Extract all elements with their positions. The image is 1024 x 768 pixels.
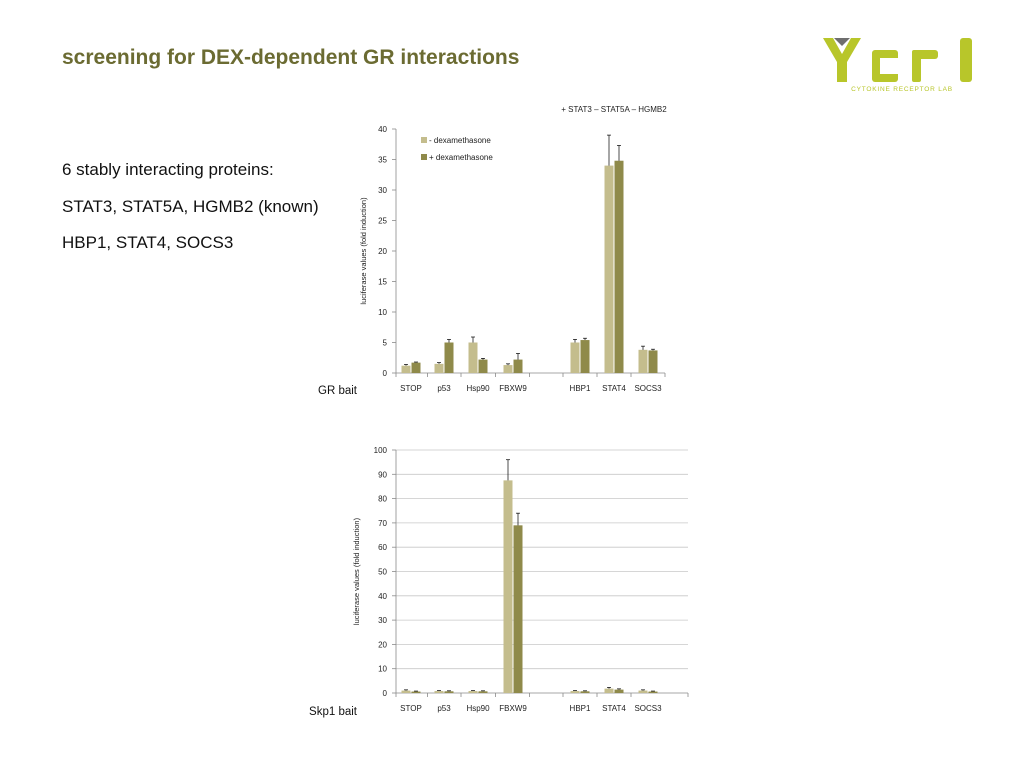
chart2-bar	[614, 689, 624, 693]
chart1-side-label: GR bait	[318, 385, 358, 397]
chart1-bar	[401, 365, 411, 373]
logo-text: CYTOKINE RECEPTOR LAB	[851, 86, 953, 93]
chart2-bar	[648, 691, 658, 693]
chart2-y-axis-label: luciferase values (fold induction)	[352, 517, 361, 625]
chart1-bar	[604, 165, 614, 373]
chart2-bar	[513, 525, 523, 693]
logo-bar-mark	[960, 38, 972, 82]
chart2-y-tick-label: 40	[378, 592, 387, 601]
chart2-bar	[503, 480, 513, 693]
chart2-bar	[478, 691, 488, 693]
chart1-x-tick-label: FBXW9	[499, 384, 527, 393]
chart2-y-tick-label: 100	[374, 446, 388, 455]
chart1-y-tick-label: 10	[378, 308, 387, 317]
body-line-2: STAT3, STAT5A, HGMB2 (known)	[62, 197, 319, 216]
chart2-x-tick-label: STAT4	[602, 704, 626, 713]
chart2-bar	[444, 691, 454, 693]
ycri-logo: CYTOKINE RECEPTOR LAB	[823, 38, 972, 93]
chart2-bar	[604, 688, 614, 693]
chart2-x-tick-label: HBP1	[570, 704, 591, 713]
chart1-x-tick-label: SOCS3	[634, 384, 662, 393]
chart1-legend-swatch	[421, 137, 427, 143]
logo-y-mark	[823, 38, 861, 82]
chart2-side-label: Skp1 bait	[309, 706, 358, 718]
chart1-legend-label: - dexamethasone	[429, 136, 491, 145]
chart1-x-tick-label: HBP1	[570, 384, 591, 393]
chart2-bar	[434, 691, 444, 693]
body-line-1: 6 stably interacting proteins:	[62, 160, 274, 179]
chart2-bar	[401, 690, 411, 693]
chart1-y-tick-label: 35	[378, 156, 387, 165]
chart1-y-tick-label: 30	[378, 186, 387, 195]
chart1-legend-swatch	[421, 154, 427, 160]
chart2-y-tick-label: 10	[378, 665, 387, 674]
chart1-bar	[638, 349, 648, 373]
chart1-legend-label: + dexamethasone	[429, 153, 493, 162]
chart2-x-tick-label: Hsp90	[466, 704, 490, 713]
body-line-3: HBP1, STAT4, SOCS3	[62, 233, 234, 252]
chart2-bar	[638, 690, 648, 693]
chart1-bar	[648, 350, 658, 373]
chart2-y-tick-label: 70	[378, 519, 387, 528]
chart1-bar	[580, 340, 590, 373]
chart2-bar	[468, 691, 478, 693]
chart1-bar	[513, 359, 523, 373]
chart1-y-tick-label: 20	[378, 247, 387, 256]
chart1-annotation: + STAT3 – STAT5A – HGMB2	[561, 105, 667, 114]
chart2-bar	[570, 691, 580, 693]
chart1-bar	[614, 160, 624, 373]
chart1-y-tick-label: 40	[378, 125, 387, 134]
chart1-y-tick-label: 0	[383, 369, 388, 378]
logo-c-mark	[872, 50, 898, 82]
chart2-bar	[580, 691, 590, 693]
slide-title: screening for DEX-dependent GR interacti…	[62, 46, 520, 69]
chart1-bar	[434, 363, 444, 373]
chart2-y-tick-label: 0	[383, 689, 388, 698]
chart2-y-tick-label: 90	[378, 470, 387, 479]
chart1-bar	[503, 365, 513, 373]
chart1-y-axis-label: luciferase values (fold induction)	[359, 197, 368, 305]
chart1-y-tick-label: 15	[378, 278, 387, 287]
chart2-x-tick-label: SOCS3	[634, 704, 662, 713]
chart1-x-tick-label: Hsp90	[466, 384, 490, 393]
chart1-x-tick-label: STAT4	[602, 384, 626, 393]
chart1-bar	[468, 342, 478, 373]
chart2-x-tick-label: STOP	[400, 704, 422, 713]
chart2-y-tick-label: 20	[378, 640, 387, 649]
chart2-y-tick-label: 30	[378, 616, 387, 625]
chart2-bar	[411, 691, 421, 693]
chart2-x-tick-label: FBXW9	[499, 704, 527, 713]
chart1-bar	[478, 359, 488, 373]
chart2-y-tick-label: 60	[378, 543, 387, 552]
logo-r-mark	[912, 50, 938, 82]
chart2-x-tick-label: p53	[437, 704, 451, 713]
chart1-x-tick-label: p53	[437, 384, 451, 393]
chart1-y-tick-label: 25	[378, 217, 387, 226]
chart2-y-tick-label: 50	[378, 568, 387, 577]
chart1-bar	[570, 342, 580, 373]
chart1-bar	[411, 362, 421, 373]
chart1-x-tick-label: STOP	[400, 384, 422, 393]
chart1-y-tick-label: 5	[383, 339, 388, 348]
chart1-bar	[444, 342, 454, 373]
chart2-y-tick-label: 80	[378, 495, 387, 504]
